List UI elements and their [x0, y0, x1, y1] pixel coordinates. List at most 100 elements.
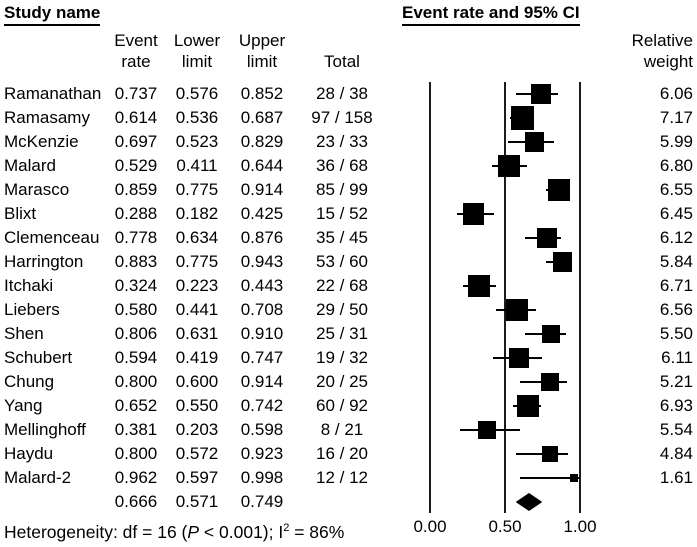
point-estimate-square [506, 299, 528, 321]
column-header-upper-limit: Upper limit [238, 31, 286, 71]
study-name: Shen [4, 324, 44, 343]
study-name: Harrington [4, 252, 84, 271]
study-name: Ramasamy [4, 108, 90, 127]
point-estimate-square [552, 252, 573, 272]
event-rate-value: 0.806 [114, 324, 158, 343]
axis-gridline [429, 82, 431, 513]
study-name: Marasco [4, 180, 70, 199]
total-value: 12 / 12 [316, 468, 368, 487]
total-value: 8 / 21 [320, 420, 364, 439]
point-estimate-square [477, 420, 497, 440]
upper-limit-value: 0.943 [240, 252, 284, 271]
upper-limit-value: 0.876 [240, 228, 284, 247]
event-rate-value: 0.614 [114, 108, 158, 127]
event-rate-value: 0.594 [114, 348, 158, 367]
lower-limit-value: 0.775 [175, 252, 219, 271]
event-rate-value: 0.800 [114, 444, 158, 463]
total-value: 15 / 52 [316, 204, 368, 223]
column-header-total: Total [324, 52, 360, 71]
relative-weight-value: 4.84 [659, 444, 693, 463]
total-value: 53 / 60 [316, 252, 368, 271]
lower-limit-value: 0.571 [175, 492, 219, 511]
table-row: Harrington 0.883 0.775 0.943 53 / 60 5.84 [0, 250, 697, 274]
event-rate-value: 0.800 [114, 372, 158, 391]
summary-row: 0.666 0.571 0.749 [0, 490, 697, 514]
point-estimate-square [467, 275, 490, 297]
total-value: 23 / 33 [316, 132, 368, 151]
table-row: Chung 0.800 0.600 0.914 20 / 25 5.21 [0, 370, 697, 394]
study-name: Clemenceau [4, 228, 100, 247]
table-row: Haydu 0.800 0.572 0.923 16 / 20 4.84 [0, 442, 697, 466]
point-estimate-square [498, 154, 521, 178]
upper-limit-value: 0.914 [240, 372, 284, 391]
total-value: 28 / 38 [316, 84, 368, 103]
table-row: Blixt 0.288 0.182 0.425 15 / 52 6.45 [0, 202, 697, 226]
axis-gridline [579, 82, 581, 513]
x-axis-tick-label: 0.50 [488, 517, 522, 536]
relative-weight-value: 5.84 [659, 252, 693, 271]
upper-limit-value: 0.708 [240, 300, 284, 319]
x-axis-tick-label: 0.00 [413, 517, 447, 536]
event-rate-value: 0.962 [114, 468, 158, 487]
total-value: 35 / 45 [316, 228, 368, 247]
relative-weight-value: 6.06 [659, 84, 693, 103]
lower-limit-value: 0.631 [175, 324, 219, 343]
event-rate-value: 0.580 [114, 300, 158, 319]
upper-limit-value: 0.923 [240, 444, 284, 463]
study-name: Ramanathan [4, 84, 102, 103]
total-value: 19 / 32 [316, 348, 368, 367]
point-estimate-square [509, 347, 530, 369]
event-rate-value: 0.324 [114, 276, 158, 295]
lower-limit-value: 0.182 [175, 204, 219, 223]
point-estimate-square [541, 373, 559, 391]
relative-weight-value: 6.11 [661, 348, 693, 367]
total-value: 85 / 99 [316, 180, 368, 199]
relative-weight-value: 7.17 [659, 108, 693, 127]
table-row: Mellinghoff 0.381 0.203 0.598 8 / 21 5.54 [0, 418, 697, 442]
confidence-interval-line [519, 476, 580, 480]
column-header-relative-weight: Relative weight [631, 31, 693, 71]
relative-weight-value: 5.99 [659, 132, 693, 151]
relative-weight-value: 6.93 [659, 396, 693, 415]
lower-limit-value: 0.411 [176, 156, 218, 175]
table-row: Schubert 0.594 0.419 0.747 19 / 32 6.11 [0, 346, 697, 370]
upper-limit-value: 0.829 [240, 132, 284, 151]
relative-weight-value: 6.56 [659, 300, 693, 319]
relative-weight-value: 6.80 [659, 156, 693, 175]
table-row: Shen 0.806 0.631 0.910 25 / 31 5.50 [0, 322, 697, 346]
study-name: Malard [4, 156, 56, 175]
upper-limit-value: 0.998 [240, 468, 284, 487]
total-value: 20 / 25 [316, 372, 368, 391]
event-rate-value: 0.697 [114, 132, 158, 151]
table-row: Liebers 0.580 0.441 0.708 29 / 50 6.56 [0, 298, 697, 322]
lower-limit-value: 0.419 [175, 348, 219, 367]
study-name: Blixt [4, 204, 37, 223]
p-value-symbol: P [187, 522, 200, 542]
x-axis-tick-label: 1.00 [563, 517, 597, 536]
upper-limit-value: 0.747 [240, 348, 284, 367]
total-value: 97 / 158 [311, 108, 373, 127]
study-name: Yang [4, 396, 43, 415]
total-value: 25 / 31 [316, 324, 368, 343]
table-row: Clemenceau 0.778 0.634 0.876 35 / 45 6.12 [0, 226, 697, 250]
table-row: Yang 0.652 0.550 0.742 60 / 92 6.93 [0, 394, 697, 418]
upper-limit-value: 0.425 [240, 204, 284, 223]
table-row: Itchaki 0.324 0.223 0.443 22 / 68 6.71 [0, 274, 697, 298]
point-estimate-square [570, 473, 579, 483]
axis-gridline [504, 82, 506, 513]
total-value: 60 / 92 [316, 396, 368, 415]
relative-weight-value: 1.61 [659, 468, 693, 487]
event-rate-value: 0.381 [114, 420, 158, 439]
event-rate-value: 0.666 [114, 492, 158, 511]
study-name: Haydu [4, 444, 54, 463]
lower-limit-value: 0.441 [175, 300, 219, 319]
point-estimate-square [516, 394, 539, 418]
table-row: Malard 0.529 0.411 0.644 36 / 68 6.80 [0, 154, 697, 178]
point-estimate-square [462, 203, 484, 225]
point-estimate-square [548, 179, 570, 201]
lower-limit-value: 0.523 [175, 132, 219, 151]
study-name: Schubert [4, 348, 73, 367]
point-estimate-square [510, 106, 534, 130]
study-name: Itchaki [4, 276, 54, 295]
